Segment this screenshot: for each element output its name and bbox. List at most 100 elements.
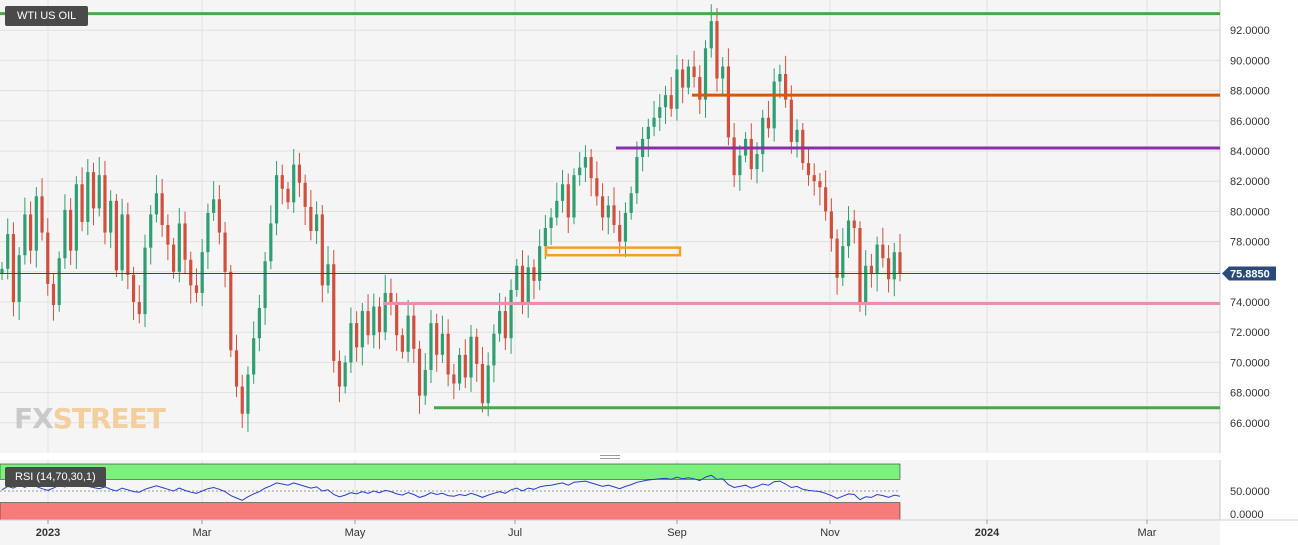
candle-body <box>86 172 90 222</box>
x-tick-label: Mar <box>1138 527 1157 539</box>
candle-body <box>864 265 868 306</box>
x-tick-label: Sep <box>667 527 687 539</box>
candle-body <box>635 157 639 194</box>
candle-body <box>749 138 753 170</box>
rsi-overbought-band <box>0 463 901 480</box>
plot-background <box>0 0 1220 453</box>
candle-body <box>726 66 731 138</box>
x-tick-label: May <box>345 527 366 539</box>
candle-body <box>881 244 885 259</box>
candle-body <box>160 193 164 225</box>
candle-body <box>463 354 467 378</box>
candle-body <box>623 212 628 242</box>
y-tick-label: 66.0000 <box>1230 418 1270 430</box>
symbol-label[interactable]: WTI US OIL <box>5 6 89 26</box>
candle-body <box>320 214 324 286</box>
candle-body <box>177 223 181 272</box>
last-price-label: 75.8850 <box>1230 269 1270 281</box>
supply-zone-box <box>544 246 682 257</box>
candle-body <box>126 214 130 275</box>
candle-body <box>658 107 662 118</box>
candle-body <box>898 252 902 274</box>
candle-body <box>703 48 708 100</box>
y-tick-label: 90.0000 <box>1230 55 1270 67</box>
candle-body <box>274 175 279 224</box>
y-tick-label: 86.0000 <box>1230 116 1270 128</box>
y-axis-background <box>1220 0 1298 453</box>
candle-body <box>149 214 153 248</box>
candle-body <box>217 199 221 233</box>
candle-body <box>269 223 273 262</box>
candle-body <box>824 187 828 212</box>
candle-body <box>452 374 456 384</box>
rsi-indicator-label[interactable]: RSI (14,70,30,1) <box>5 467 106 487</box>
candle-body <box>526 267 530 304</box>
rsi-y-tick-label: 50.0000 <box>1230 486 1270 498</box>
candle-body <box>806 163 811 176</box>
last-price-tag <box>1222 266 1276 281</box>
candle-body <box>538 246 542 281</box>
candle-body <box>818 181 822 188</box>
candle-body <box>91 172 96 209</box>
candle-body <box>440 333 445 355</box>
candle-body <box>400 335 404 352</box>
candle-body <box>355 323 359 348</box>
x-tick-label: Nov <box>820 527 840 539</box>
candle-body <box>23 214 27 256</box>
rsi-chart[interactable]: 0.0000 50.0000 2023 Mar May Jul Sep Nov 2024 Mar <box>0 460 1298 545</box>
candle-body <box>629 193 633 213</box>
candle-body <box>280 175 284 189</box>
candle-body <box>57 258 61 306</box>
candle-body <box>360 311 364 348</box>
candle-body <box>578 167 582 176</box>
candle-body <box>69 209 73 251</box>
candle-body <box>772 81 776 129</box>
candle-body <box>784 73 788 100</box>
candle-body <box>97 175 101 209</box>
candle-body <box>698 77 702 100</box>
candle-body <box>423 369 427 396</box>
candle-body <box>349 323 353 363</box>
y-tick-label: 78.0000 <box>1230 237 1270 249</box>
candle-body <box>166 224 170 245</box>
candle-body <box>114 200 118 271</box>
y-tick-label: 74.0000 <box>1230 297 1270 309</box>
candle-body <box>829 211 833 239</box>
candle-body <box>395 303 399 336</box>
candle-body <box>343 362 347 387</box>
candle-body <box>721 66 725 79</box>
candle-body <box>200 252 204 293</box>
candle-body <box>263 261 267 309</box>
candle-body <box>6 234 10 269</box>
candle-body <box>618 224 622 242</box>
candle-body <box>795 129 799 142</box>
candle-body <box>766 117 771 129</box>
y-tick-label: 84.0000 <box>1230 146 1270 158</box>
candle-body <box>286 188 290 203</box>
candle-body <box>852 220 856 229</box>
candle-body <box>543 228 547 247</box>
candle-body <box>28 214 33 251</box>
candle-body <box>692 66 696 78</box>
candle-body <box>532 267 536 281</box>
candle-body <box>383 292 387 333</box>
candle-body <box>17 255 21 302</box>
candle-body <box>212 199 216 213</box>
candle-body <box>120 214 124 271</box>
candle-body <box>549 217 553 229</box>
candle-body <box>755 154 759 170</box>
candle-body <box>366 311 370 336</box>
candle-body <box>509 289 513 339</box>
candle-body <box>292 164 296 203</box>
candle-body <box>63 209 67 259</box>
candle-body <box>486 365 490 404</box>
candle-body <box>846 220 851 247</box>
y-tick-label: 72.0000 <box>1230 327 1270 339</box>
candle-body <box>560 184 565 201</box>
candle-body <box>257 308 261 339</box>
candle-body <box>892 252 896 280</box>
candle-body <box>206 212 210 253</box>
candle-body <box>583 157 588 168</box>
price-chart[interactable]: 66.000068.000070.000072.000074.000076.00… <box>0 0 1298 455</box>
candle-body <box>606 205 610 218</box>
